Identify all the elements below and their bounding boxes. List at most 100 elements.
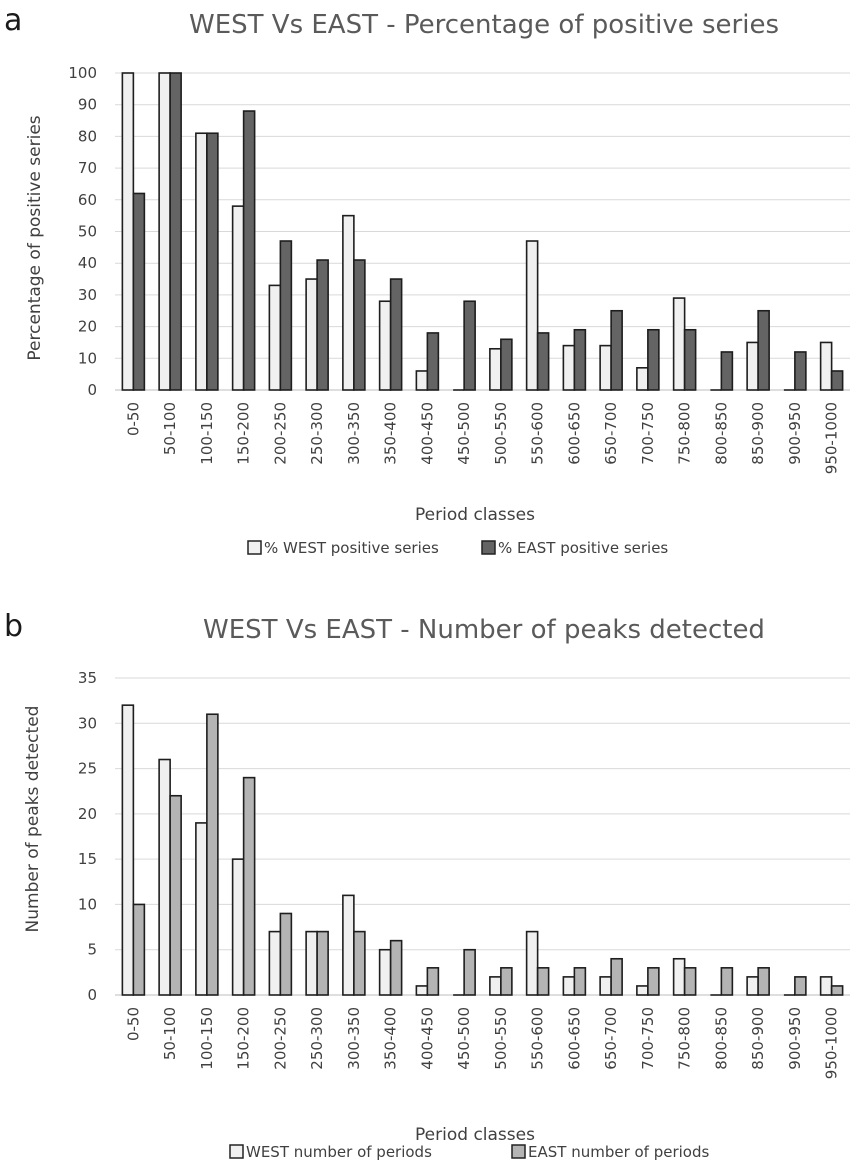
panel-b-legend-swatch-east (511, 1144, 526, 1159)
panel-b-bars (121, 704, 844, 996)
panel-b-x-tick-label: 100-150 (198, 1007, 216, 1070)
panel-b-x-tick-label: 800-850 (712, 1007, 730, 1070)
panel-b-x-tick-label: 700-750 (639, 1007, 657, 1070)
panel-b-y-tick-label: 20 (78, 805, 97, 823)
panel-a-x-tick-label: 850-900 (749, 402, 767, 465)
panel-b-peaks-chart: b WEST Vs EAST - Number of peaks detecte… (4, 609, 850, 1161)
panel-b-bar-east (206, 713, 219, 996)
panel-a-x-tick-label: 250-300 (308, 402, 326, 465)
panel-a-legend-swatch-east (481, 540, 496, 555)
panel-a-bar-west (268, 284, 282, 391)
panel-a-bar-east (316, 259, 329, 391)
panel-b-x-tick-label: 0-50 (124, 1007, 142, 1041)
panel-a-bar-east (206, 132, 219, 391)
panel-a-legend-swatch-west (247, 540, 262, 555)
panel-b-x-tick-label: 500-550 (492, 1007, 510, 1070)
panel-b-y-tick-label: 5 (87, 941, 97, 959)
panel-b-gridlines (115, 677, 850, 996)
panel-a-bar-east (463, 300, 476, 391)
panel-a-bar-east (279, 240, 293, 391)
panel-b-bar-west (231, 858, 245, 996)
panel-b-x-axis-label: Period classes (415, 1125, 535, 1145)
panel-b-bar-west (342, 894, 355, 996)
panel-b-bar-west (562, 976, 576, 996)
panel-a-y-tick-label: 0 (87, 381, 97, 399)
panel-a-bar-east (426, 332, 440, 391)
panel-a-y-axis-label: Percentage of positive series (25, 115, 45, 360)
panel-b-x-tick-label: 850-900 (749, 1007, 767, 1070)
panel-b-x-tick-label: 250-300 (308, 1007, 326, 1070)
panel-b-x-tick-label: 750-800 (676, 1007, 694, 1070)
panel-a-bar-west (562, 344, 576, 391)
panel-b-legend-swatch-west (229, 1144, 244, 1159)
panel-a-bar-west (672, 297, 686, 391)
panel-a-x-tick-label: 200-250 (271, 402, 289, 465)
panel-a-y-tick-label: 30 (78, 286, 97, 304)
panel-b-y-tick-label: 15 (78, 850, 97, 868)
panel-a-bar-west (525, 240, 539, 391)
panel-a-x-axis-label: Period classes (415, 505, 535, 525)
panel-a-bar-west (195, 132, 208, 391)
panel-b-bar-west (121, 704, 135, 996)
panel-b-bar-east (794, 976, 807, 996)
panel-a-x-tick-label: 100-150 (198, 402, 216, 465)
panel-b-legend-east: EAST number of periods (528, 1143, 710, 1161)
panel-b-bar-east (536, 967, 550, 996)
panel-a-bar-west (158, 72, 171, 391)
panel-b-letter: b (4, 609, 23, 644)
panel-a-bar-east (536, 332, 550, 391)
panel-b-bar-east (353, 930, 366, 996)
panel-b-x-tick-label: 550-600 (529, 1007, 547, 1070)
panel-b-y-tick-label: 0 (87, 986, 97, 1004)
panel-a-x-tick-label: 600-650 (565, 402, 583, 465)
panel-a-x-tick-label: 500-550 (492, 402, 510, 465)
panel-b-bar-east (463, 948, 476, 996)
panel-b-bar-east (683, 967, 697, 996)
panel-b-bar-west (195, 822, 208, 996)
panel-a-x-tick-label: 300-350 (345, 402, 363, 465)
panel-b-bar-east (573, 967, 587, 996)
panel-b-bar-east (500, 967, 513, 996)
panel-b-x-tick-label: 150-200 (235, 1007, 253, 1070)
panel-a-letter: a (4, 3, 22, 38)
panel-a-x-tick-label: 650-700 (602, 402, 620, 465)
panel-a-x-tick-label: 150-200 (235, 402, 253, 465)
panel-a-bar-west (231, 205, 245, 391)
panel-a-bar-east (757, 309, 770, 391)
panel-a-bar-east (683, 328, 697, 391)
panel-b-bar-east (720, 967, 734, 996)
panel-b-bar-west (636, 985, 649, 996)
panel-b-x-tick-label: 650-700 (602, 1007, 620, 1070)
panel-a-bar-west (636, 367, 649, 391)
panel-b-y-tick-label: 35 (78, 669, 97, 687)
panel-b-bar-east (242, 776, 256, 996)
panel-a-x-ticks: 0-50 50-100 100-150 150-200 200-250 250-300 30… (124, 402, 840, 474)
panel-a-bar-east (132, 192, 146, 391)
panel-a-y-tick-label: 80 (78, 127, 97, 145)
panel-a-y-tick-label: 60 (78, 191, 97, 209)
panel-b-bar-west (819, 976, 833, 996)
panel-a-x-tick-label: 550-600 (529, 402, 547, 465)
panel-b-y-ticks: 0 5 10 15 20 25 30 35 (78, 669, 97, 1004)
panel-b-legend: WEST number of periods EAST number of pe… (229, 1143, 710, 1161)
panel-b-bar-east (830, 985, 844, 996)
panel-b-bar-west (415, 985, 429, 996)
panel-a-bar-east (242, 110, 256, 391)
panel-a-y-tick-label: 100 (68, 64, 97, 82)
panel-a-title: WEST Vs EAST - Percentage of positive se… (189, 10, 779, 40)
panel-b-bar-east (647, 967, 660, 996)
panel-a-bar-east (830, 370, 844, 391)
panel-b-bar-west (158, 758, 171, 996)
panel-a-x-tick-label: 800-850 (712, 402, 730, 465)
panel-b-x-tick-label: 300-350 (345, 1007, 363, 1070)
panel-b-bar-east (169, 794, 182, 996)
panel-a-bar-east (169, 72, 182, 391)
panel-b-x-tick-label: 600-650 (565, 1007, 583, 1070)
panel-a-x-tick-label: 350-400 (382, 402, 400, 465)
panel-a-bar-east (647, 328, 660, 391)
panel-b-bar-east (316, 930, 329, 996)
panel-b-x-ticks: 0-50 50-100 100-150 150-200 200-250 250-300 30… (124, 1007, 840, 1079)
panel-b-bar-east (389, 939, 403, 996)
panel-a-x-tick-label: 400-450 (418, 402, 436, 465)
panel-a-legend-east: % EAST positive series (498, 539, 668, 557)
